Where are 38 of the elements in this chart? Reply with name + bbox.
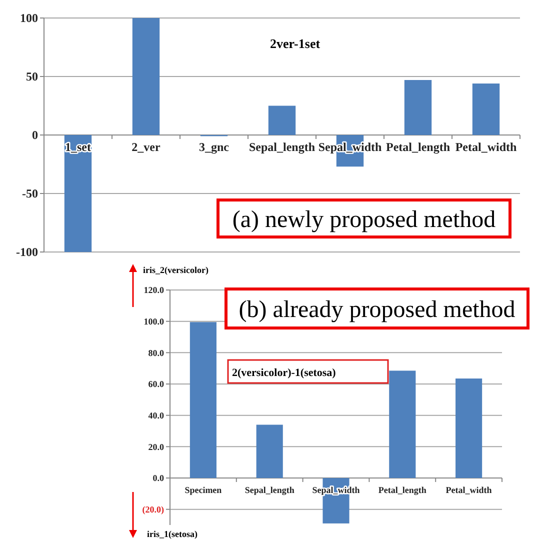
- y-tick-label: 0: [32, 128, 38, 142]
- bar: [404, 80, 432, 135]
- x-tick-label: Petal_length: [386, 140, 450, 154]
- x-tick-label: Petal_width: [455, 140, 517, 154]
- bar: [190, 322, 216, 478]
- text: iris_1(setosa): [147, 529, 198, 539]
- text: iris_2(versicolor): [143, 265, 208, 275]
- x-tick-label: Sepal_length: [244, 485, 294, 495]
- y-tick-label: (20.0): [142, 504, 164, 514]
- y-tick-label: 100: [20, 11, 38, 26]
- x-tick-label: 1_set: [65, 140, 91, 154]
- y-tick-label: 0.0: [152, 473, 164, 484]
- text: 2(versicolor)-1(setosa): [232, 367, 336, 379]
- y-tick-label: 120.0: [144, 285, 164, 296]
- y-tick-label: 40.0: [148, 410, 164, 420]
- y-tick-label: -100: [16, 245, 38, 260]
- bar: [64, 135, 92, 252]
- bar: [268, 106, 296, 135]
- bar: [132, 18, 160, 135]
- y-tick-label: 60.0: [148, 379, 164, 390]
- bar: [389, 370, 416, 478]
- y-tick-label: 20.0: [148, 442, 164, 452]
- x-tick-label: Sepal_length: [248, 140, 316, 154]
- x-tick-label: Specimen: [184, 485, 222, 495]
- x-tick-label: Petal_width: [446, 485, 492, 495]
- bar: [472, 84, 500, 135]
- y-tick-label: 50: [26, 70, 38, 84]
- text: 2ver-1set: [270, 36, 321, 51]
- y-tick-label: -50: [22, 186, 38, 201]
- y-tick-label: 100.0: [144, 316, 164, 326]
- annotation: (a) newly proposed method: [232, 206, 496, 233]
- bar: [256, 424, 283, 478]
- x-tick-label: Petal_length: [378, 485, 426, 495]
- x-tick-label: 2_ver: [132, 140, 161, 154]
- bar: [456, 378, 482, 478]
- x-tick-label: 3_gnc: [199, 140, 230, 154]
- annotation: (b) already proposed method: [238, 296, 516, 323]
- y-tick-label: 80.0: [148, 348, 164, 358]
